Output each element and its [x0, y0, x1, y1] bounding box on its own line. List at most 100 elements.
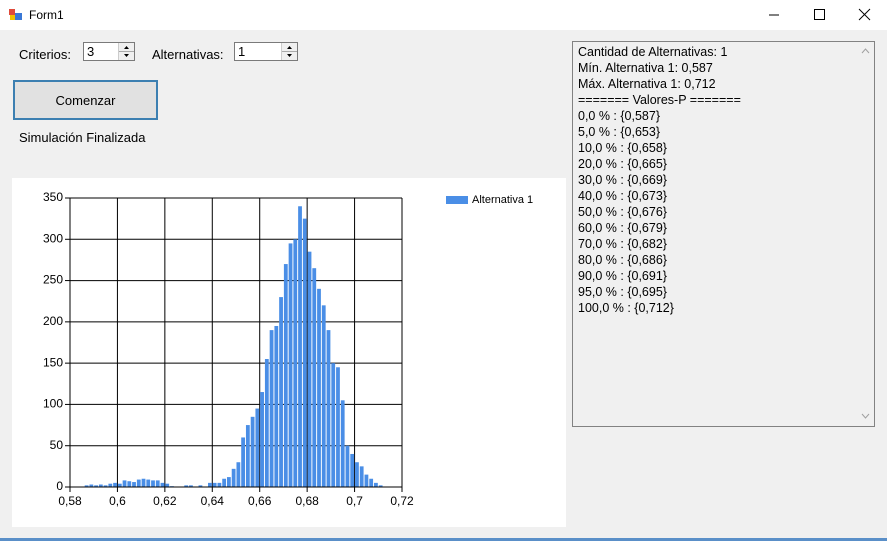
x-tick-label: 0,68	[295, 494, 319, 508]
status-label: Simulación Finalizada	[19, 130, 146, 145]
text-line: 5,0 % : {0,653}	[578, 125, 661, 139]
x-tick-label: 0,66	[248, 494, 272, 508]
x-tick-label: 0,62	[153, 494, 177, 508]
bar	[189, 485, 193, 487]
text-line: 40,0 % : {0,673}	[578, 189, 667, 203]
window-title: Form1	[29, 8, 64, 22]
bar	[127, 481, 132, 487]
text-line: 95,0 % : {0,695}	[578, 285, 667, 299]
bar	[226, 477, 231, 487]
start-button[interactable]: Comenzar	[13, 80, 158, 120]
bar	[98, 484, 103, 487]
text-line: Mín. Alternativa 1: 0,587	[578, 61, 713, 75]
bar	[84, 485, 89, 487]
alternativas-value: 1	[238, 44, 246, 59]
bar	[364, 474, 369, 487]
y-tick-label: 250	[43, 273, 63, 287]
bar	[122, 480, 127, 487]
bar	[350, 453, 355, 487]
bar	[141, 478, 146, 487]
bar	[336, 367, 340, 487]
text-lines: Cantidad de Alternativas: 1 Mín. Alternat…	[573, 42, 874, 316]
text-line: 50,0 % : {0,676}	[578, 205, 667, 219]
bar	[359, 466, 364, 487]
bar	[255, 408, 260, 487]
text-line: ======= Valores-P =======	[578, 93, 741, 107]
spinner-arrows[interactable]	[281, 43, 297, 60]
bar	[274, 325, 279, 487]
bar	[155, 480, 160, 487]
text-line: 100,0 % : {0,712}	[578, 301, 674, 315]
bar	[340, 400, 345, 487]
bar	[260, 392, 264, 487]
text-line: 20,0 % : {0,665}	[578, 157, 667, 171]
bar	[160, 482, 165, 487]
bar	[250, 416, 255, 487]
bar	[245, 425, 250, 487]
bar	[312, 268, 317, 487]
bar	[132, 482, 136, 487]
bar	[198, 485, 203, 487]
y-tick-label: 350	[43, 190, 63, 204]
bar	[94, 485, 98, 487]
results-textbox[interactable]: Cantidad de Alternativas: 1 Mín. Alternat…	[572, 41, 875, 427]
text-line: 30,0 % : {0,669}	[578, 173, 667, 187]
x-tick-label: 0,72	[390, 494, 414, 508]
y-tick-label: 50	[50, 438, 64, 452]
window-controls[interactable]	[750, 0, 887, 30]
y-tick-label: 300	[43, 231, 63, 245]
bottom-border	[0, 538, 887, 541]
bar	[113, 482, 117, 487]
bar	[89, 484, 94, 487]
x-tick-label: 0,6	[109, 494, 126, 508]
title-bar: Form1	[0, 0, 887, 30]
scrollbar[interactable]	[857, 42, 874, 426]
x-tick-label: 0,64	[201, 494, 225, 508]
bar	[345, 445, 350, 487]
alternativas-label: Alternativas:	[152, 47, 224, 62]
text-line: Cantidad de Alternativas: 1	[578, 45, 728, 59]
bar	[165, 483, 170, 487]
x-tick-label: 0,58	[58, 494, 82, 508]
spinner-arrows[interactable]	[118, 43, 134, 60]
bar	[293, 239, 298, 487]
text-line: 10,0 % : {0,658}	[578, 141, 667, 155]
bar	[378, 485, 383, 487]
text-line: 0,0 % : {0,587}	[578, 109, 661, 123]
bar	[317, 288, 321, 487]
button-label: Comenzar	[55, 92, 116, 108]
criterios-spinner[interactable]: 3	[83, 42, 135, 61]
app-icon	[9, 9, 22, 20]
y-tick-label: 100	[43, 397, 63, 411]
bar	[369, 478, 374, 487]
bar	[283, 264, 288, 487]
bar	[117, 483, 122, 487]
bar	[103, 485, 108, 487]
bar	[184, 485, 189, 487]
bar	[217, 482, 222, 487]
bar	[151, 480, 155, 487]
legend-label: Alternativa 1	[472, 194, 533, 206]
bar	[374, 482, 378, 487]
bar	[236, 462, 241, 487]
bar	[264, 359, 269, 487]
bar	[212, 482, 217, 487]
bar	[331, 363, 336, 487]
bar	[222, 478, 227, 487]
text-line: Máx. Alternativa 1: 0,712	[578, 77, 716, 91]
chart: 0 50 100 150 200 250 300 350 0,58 0,6 0,62 0,64 0,66…	[12, 178, 566, 527]
bar	[326, 330, 331, 487]
bar	[321, 305, 326, 487]
y-tick-label: 200	[43, 314, 63, 328]
bar	[279, 297, 283, 487]
text-line: 90,0 % : {0,691}	[578, 269, 667, 283]
text-line: 80,0 % : {0,686}	[578, 253, 667, 267]
x-tick-label: 0,7	[346, 494, 363, 508]
legend-swatch	[446, 196, 468, 204]
bar	[136, 479, 141, 487]
alternativas-spinner[interactable]: 1	[234, 42, 298, 61]
y-tick-label: 0	[56, 479, 63, 493]
bar	[355, 462, 359, 487]
bar	[208, 482, 212, 487]
text-line: 60,0 % : {0,679}	[578, 221, 667, 235]
